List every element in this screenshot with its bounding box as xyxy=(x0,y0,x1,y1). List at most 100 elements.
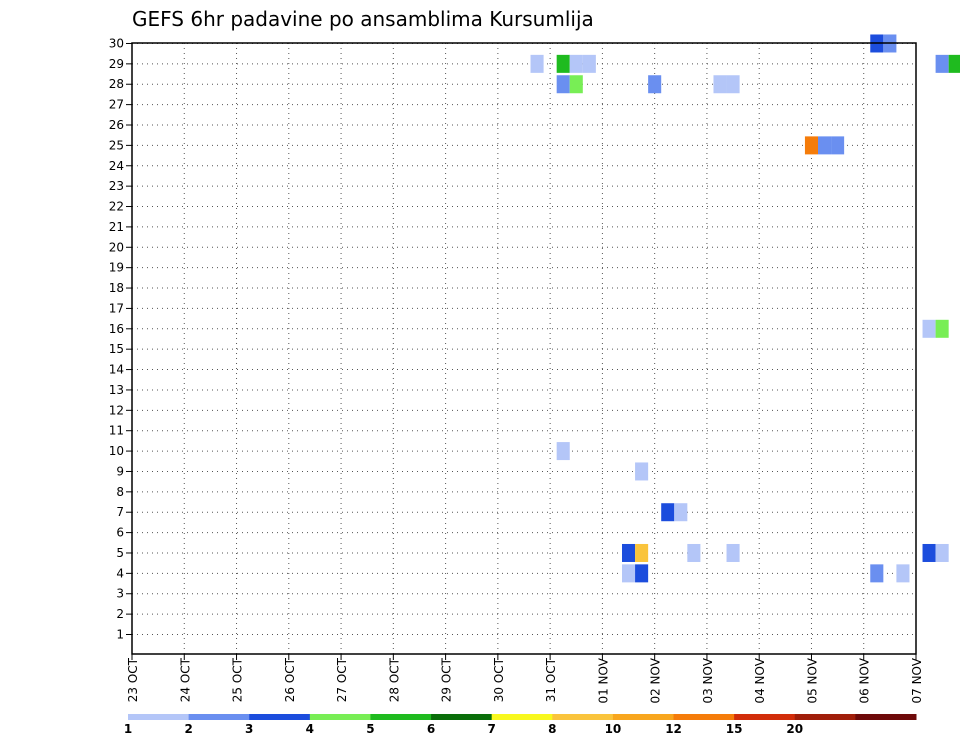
colorbar-segment xyxy=(188,714,250,720)
x-tick-label: 29 OCT xyxy=(440,657,454,702)
precip-cell xyxy=(935,54,949,73)
chart-title: GEFS 6hr padavine po ansamblima Kursumli… xyxy=(132,7,594,31)
y-tick-label: 5 xyxy=(116,546,124,560)
precip-cell xyxy=(922,543,936,562)
y-tick-label: 27 xyxy=(109,98,124,112)
x-tick-label: 24 OCT xyxy=(178,657,192,702)
precip-cell xyxy=(896,564,910,583)
precip-cell xyxy=(635,462,649,481)
precip-cell xyxy=(661,503,675,522)
x-tick-label: 28 OCT xyxy=(387,657,401,702)
precip-cell xyxy=(569,75,583,94)
y-tick-label: 28 xyxy=(109,77,124,91)
precip-cell xyxy=(622,564,636,583)
colorbar-segment xyxy=(128,714,190,720)
y-axis-ticks: 1234567891011121314151617181920212223242… xyxy=(109,36,132,642)
y-tick-label: 12 xyxy=(109,403,124,417)
colorbar-segment xyxy=(491,714,553,720)
y-tick-label: 24 xyxy=(109,159,124,173)
y-tick-label: 17 xyxy=(109,301,124,315)
colorbar-label: 6 xyxy=(427,722,435,736)
precip-cell xyxy=(818,136,832,155)
precip-cell xyxy=(582,54,596,73)
y-tick-label: 19 xyxy=(109,261,124,275)
x-tick-label: 03 NOV xyxy=(701,657,715,703)
y-tick-label: 26 xyxy=(109,118,124,132)
y-tick-label: 4 xyxy=(116,566,124,580)
x-tick-label: 06 NOV xyxy=(858,657,872,703)
y-tick-label: 2 xyxy=(116,607,124,621)
y-tick-label: 3 xyxy=(116,587,124,601)
colorbar-label: 5 xyxy=(366,722,374,736)
x-tick-label: 27 OCT xyxy=(335,657,349,702)
x-tick-label: 05 NOV xyxy=(805,657,819,703)
y-tick-label: 8 xyxy=(116,485,124,499)
x-tick-label: 07 NOV xyxy=(910,657,924,703)
y-tick-label: 30 xyxy=(109,36,124,50)
y-tick-label: 23 xyxy=(109,179,124,193)
x-tick-label: 23 OCT xyxy=(126,657,140,702)
y-tick-label: 15 xyxy=(109,342,124,356)
colorbar-label: 15 xyxy=(726,722,743,736)
precip-cell xyxy=(635,543,649,562)
precip-cell xyxy=(674,503,688,522)
precip-cell xyxy=(922,319,936,338)
x-tick-label: 26 OCT xyxy=(283,657,297,702)
precip-cell xyxy=(804,136,818,155)
colorbar-segment xyxy=(552,714,614,720)
y-tick-label: 6 xyxy=(116,526,124,540)
precip-cell xyxy=(948,54,960,73)
colorbar-label: 7 xyxy=(488,722,496,736)
colorbar-segment xyxy=(249,714,311,720)
x-tick-label: 30 OCT xyxy=(492,657,506,702)
colorbar-segment xyxy=(673,714,735,720)
colorbar-label: 2 xyxy=(184,722,192,736)
colorbar-label: 8 xyxy=(548,722,556,736)
colorbar-label: 20 xyxy=(786,722,803,736)
colorbar-segment xyxy=(794,714,856,720)
colorbar-segment xyxy=(370,714,432,720)
plot-frame xyxy=(131,42,917,655)
colorbar-segment xyxy=(309,714,371,720)
precip-cell xyxy=(569,54,583,73)
colorbar-segment xyxy=(734,714,796,720)
colorbar: 1 2 3 4 5 6 7 8 10 12 15 20 xyxy=(124,714,917,736)
y-tick-label: 7 xyxy=(116,505,124,519)
data-cells xyxy=(530,34,960,583)
colorbar-label: 4 xyxy=(306,722,314,736)
precip-cell xyxy=(635,564,649,583)
colorbar-segment xyxy=(855,714,917,720)
precip-cell xyxy=(530,54,544,73)
y-tick-label: 10 xyxy=(109,444,124,458)
precip-cell xyxy=(713,75,727,94)
colorbar-label: 3 xyxy=(245,722,253,736)
x-tick-label: 01 NOV xyxy=(596,657,610,703)
y-tick-label: 29 xyxy=(109,57,124,71)
y-tick-label: 14 xyxy=(109,363,124,377)
x-tick-label: 04 NOV xyxy=(753,657,767,703)
y-tick-label: 22 xyxy=(109,200,124,214)
precip-cell xyxy=(935,319,949,338)
y-tick-label: 20 xyxy=(109,240,124,254)
y-tick-label: 18 xyxy=(109,281,124,295)
y-tick-label: 16 xyxy=(109,322,124,336)
colorbar-segment xyxy=(612,714,675,720)
precip-cell xyxy=(870,564,884,583)
y-tick-label: 11 xyxy=(109,424,124,438)
x-tick-label: 31 OCT xyxy=(544,657,558,702)
y-tick-label: 1 xyxy=(116,628,124,642)
y-tick-label: 25 xyxy=(109,138,124,152)
grid-lines xyxy=(132,42,916,654)
colorbar-label: 1 xyxy=(124,722,132,736)
precip-cell xyxy=(687,543,701,562)
precip-cell xyxy=(726,75,740,94)
y-tick-label: 13 xyxy=(109,383,124,397)
x-tick-label: 02 NOV xyxy=(649,657,663,703)
y-tick-label: 9 xyxy=(116,464,124,478)
precip-cell xyxy=(726,543,740,562)
colorbar-segment xyxy=(431,714,493,720)
precip-cell xyxy=(648,75,662,94)
precip-cell xyxy=(556,75,570,94)
precip-cell xyxy=(556,54,570,73)
